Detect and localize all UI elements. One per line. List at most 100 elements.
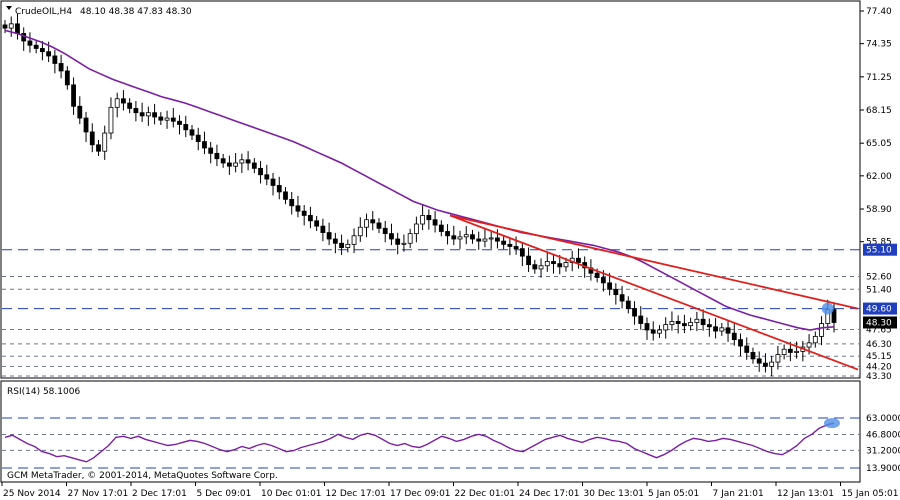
candle	[314, 220, 320, 227]
candle	[77, 105, 83, 119]
candle	[607, 282, 613, 290]
rsi-tick-label: 31.2000	[866, 446, 900, 456]
candle	[513, 246, 519, 250]
candle	[351, 235, 357, 245]
price-level-label: 52.60	[866, 272, 892, 282]
candle	[738, 339, 743, 347]
candle	[526, 255, 531, 266]
candle	[557, 263, 563, 268]
candle	[295, 205, 301, 212]
candle	[551, 261, 556, 265]
candle	[382, 227, 388, 235]
current-price-badge	[863, 316, 897, 329]
price-tick-label: 62.00	[866, 172, 892, 182]
candle	[763, 362, 768, 367]
candle	[102, 132, 108, 152]
candle	[345, 243, 351, 248]
candle	[744, 345, 750, 353]
candle	[71, 84, 76, 107]
candle	[445, 231, 450, 237]
candle	[376, 222, 382, 229]
candle	[787, 348, 793, 353]
time-tick-label: 24 Dec 17:01	[519, 489, 580, 499]
candle	[339, 242, 344, 248]
candle	[769, 361, 775, 367]
candle	[576, 257, 581, 263]
price-tick-label: 55.85	[866, 238, 892, 248]
candle	[756, 358, 762, 364]
ohlc-values: 48.10 48.38 47.83 48.30	[80, 7, 192, 17]
candle	[364, 219, 369, 228]
lower-trendline[interactable]	[449, 214, 859, 371]
candle	[177, 120, 182, 125]
rsi-panel[interactable]	[0, 380, 861, 483]
price-level-label: 44.20	[866, 362, 892, 372]
candle	[719, 327, 725, 332]
candle	[233, 162, 239, 167]
price-level-label: 49.60	[866, 305, 892, 315]
rsi-line	[4, 422, 835, 463]
candle	[532, 264, 538, 270]
candle	[214, 152, 220, 160]
candle	[794, 350, 800, 353]
candle	[501, 240, 507, 245]
moving-average-line	[4, 29, 835, 331]
candle	[64, 70, 70, 86]
candle	[538, 265, 544, 270]
candle	[413, 223, 419, 235]
price-level-label: 47.65	[866, 325, 892, 335]
candle	[226, 162, 232, 167]
candle	[301, 210, 307, 216]
candle	[270, 178, 276, 186]
candle	[308, 215, 313, 222]
time-tick-label: 7 Jan 21:01	[713, 489, 764, 499]
time-tick-label: 5 Jan 05:01	[648, 489, 699, 499]
chevron-down-icon[interactable]	[6, 6, 12, 10]
candle	[488, 237, 494, 240]
rsi-tick-label: 13.9000	[866, 464, 900, 474]
candle	[663, 324, 669, 331]
rsi-tick-label: 63.0000	[866, 414, 900, 424]
price-highlight-marker	[821, 302, 834, 315]
candle	[694, 318, 700, 323]
candle	[638, 315, 644, 324]
candle	[320, 225, 326, 233]
candle	[258, 167, 263, 176]
rsi-title: RSI(14) 58.1006	[7, 387, 80, 397]
price-tick-label: 58.90	[866, 205, 892, 215]
candles	[2, 13, 837, 377]
candle	[245, 159, 251, 164]
price-level-label: 46.30	[866, 340, 892, 350]
rsi-levels	[2, 417, 860, 469]
candle	[644, 323, 650, 331]
current-price-label: 48.30	[866, 318, 892, 328]
price-panel[interactable]	[0, 0, 861, 379]
candle	[239, 159, 245, 164]
candle	[482, 238, 488, 242]
candle	[519, 248, 525, 257]
time-tick-label: 5 Dec 09:01	[197, 489, 252, 499]
candle	[700, 318, 706, 326]
candle	[96, 144, 101, 152]
candle	[544, 261, 550, 267]
upper-trendline[interactable]	[449, 214, 859, 310]
candle	[395, 238, 401, 245]
time-tick-label: 17 Dec 09:01	[390, 489, 451, 499]
price-level-label: 51.40	[866, 285, 892, 295]
candle	[613, 288, 619, 296]
candle	[114, 98, 120, 108]
time-tick-label: 30 Dec 13:01	[584, 489, 645, 499]
candle	[170, 117, 176, 122]
candle	[164, 117, 170, 121]
candle	[108, 106, 114, 134]
price-tick-label: 77.40	[866, 7, 892, 17]
candle	[326, 232, 332, 240]
candle	[495, 237, 500, 242]
candle	[189, 129, 195, 136]
candle	[812, 335, 818, 344]
candle	[33, 44, 39, 49]
candle	[46, 51, 52, 57]
candle	[625, 300, 631, 309]
candle	[39, 48, 45, 53]
